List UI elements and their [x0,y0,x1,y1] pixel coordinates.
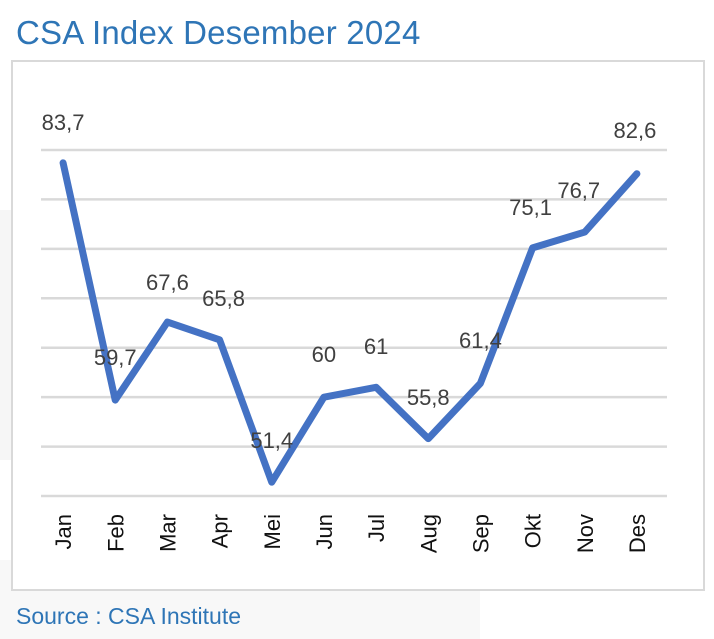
source-note: Source : CSA Institute [16,603,242,629]
x-tick-label: Jan [51,514,76,549]
data-label: 61 [364,334,388,359]
x-tick-label: Aug [416,514,441,553]
data-label: 60 [312,342,336,367]
chart-frame [11,60,705,591]
data-label: 55,8 [407,385,450,410]
x-tick-label: Mar [155,514,180,552]
series-line [59,159,641,486]
data-label: 65,8 [202,286,245,311]
x-tick-label: Des [625,514,650,553]
data-label: 82,6 [614,118,657,143]
x-tick-label: Nov [573,514,598,553]
data-label: 83,7 [42,110,85,135]
x-tick-label: Mei [260,514,285,549]
chart-title: CSA Index Desember 2024 [16,14,421,51]
data-label: 61,4 [459,328,502,353]
x-tick-label: Feb [103,514,128,552]
background-patch [0,210,14,460]
data-label: 67,6 [146,270,189,295]
x-tick-label: Apr [208,514,233,548]
x-tick-label: Jul [364,514,389,542]
data-label: 51,4 [250,428,293,453]
data-label: 59,7 [94,345,137,370]
x-tick-label: Jun [312,514,337,549]
x-tick-label: Sep [468,514,493,553]
data-label: 75,1 [509,195,552,220]
data-label: 76,7 [557,178,600,203]
x-tick-label: Okt [521,514,546,548]
